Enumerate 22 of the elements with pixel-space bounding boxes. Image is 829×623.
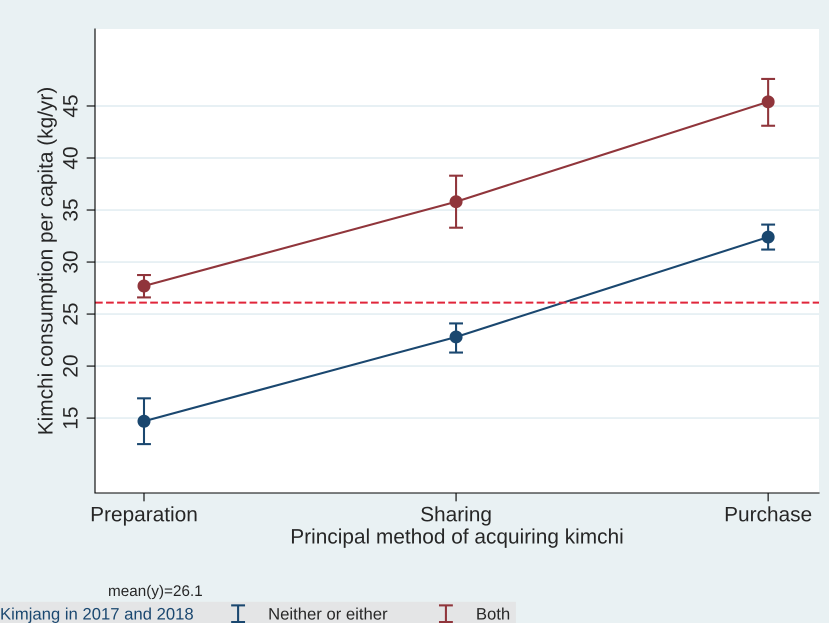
legend-label: Neither or either xyxy=(269,607,388,620)
y-tick-label: 45 xyxy=(63,95,78,118)
point xyxy=(762,95,775,108)
point xyxy=(450,195,463,208)
point xyxy=(137,414,150,428)
y-tick-label: 35 xyxy=(62,199,78,221)
point xyxy=(450,330,463,344)
legend-title: Kimjang in 2017 and 2018 xyxy=(1,607,193,623)
y-tick-label: 15 xyxy=(63,407,78,428)
y-tick-label: 25 xyxy=(62,303,78,325)
legend-label: Both xyxy=(477,607,510,620)
point xyxy=(137,279,150,292)
y-tick-label: 40 xyxy=(62,147,78,170)
x-tick-label: Preparation xyxy=(92,506,196,526)
y-tick-label: 20 xyxy=(62,355,78,377)
y-tick-label: 30 xyxy=(62,251,78,273)
y-axis-title: Kimchi consumption per capita (kg/yr) xyxy=(37,88,57,434)
point xyxy=(762,230,775,244)
x-tick-label: Sharing xyxy=(421,506,491,526)
x-tick-label: Purchase xyxy=(726,506,812,522)
text: mean(y)=26.1 xyxy=(109,584,202,600)
x-axis-title: Principal method of acquiring kimchi xyxy=(292,528,622,548)
